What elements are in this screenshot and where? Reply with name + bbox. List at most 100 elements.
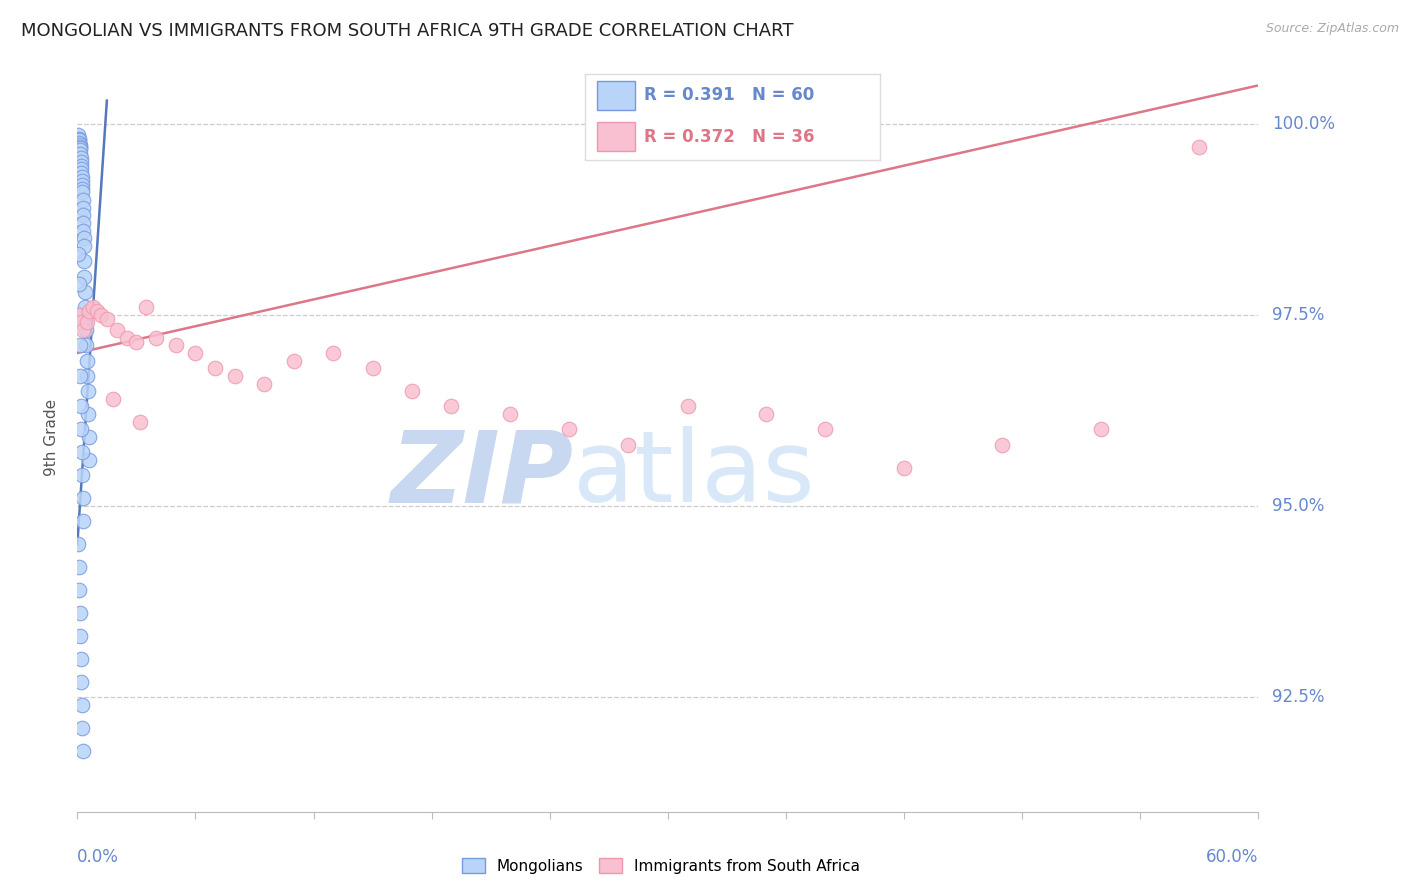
Point (72, 231, 94, 245)
Point (70, 468, 93, 483)
Y-axis label: 9th Grade: 9th Grade (44, 399, 59, 475)
Point (67, 582, 90, 597)
Point (1188, 139, 1211, 153)
Point (72, 514, 94, 528)
Point (70, 422, 93, 436)
Point (76, 384, 98, 399)
Point (67, 136, 90, 150)
Point (67, 308, 90, 322)
Point (558, 422, 581, 436)
Point (125, 334, 148, 349)
Text: 95.0%: 95.0% (1272, 497, 1324, 515)
Point (75, 323, 97, 337)
Point (893, 460, 915, 475)
Point (82, 300, 104, 314)
Point (73, 254, 96, 268)
Point (70, 166, 93, 180)
Point (69, 141, 91, 155)
Point (70, 698, 93, 712)
Point (70, 154, 93, 169)
Point (617, 438, 640, 452)
Point (76, 315, 98, 329)
Point (70, 674, 93, 689)
Point (401, 384, 423, 399)
Point (72, 193, 94, 207)
Point (145, 331, 167, 345)
Text: R = 0.372   N = 36: R = 0.372 N = 36 (644, 128, 814, 145)
Point (70, 186, 93, 200)
Point (70, 721, 93, 735)
Point (67, 308, 90, 322)
Point (115, 331, 138, 345)
Point (86, 304, 108, 318)
Point (69, 144, 91, 158)
Point (73, 269, 96, 284)
Point (67, 277, 90, 292)
Point (96, 311, 118, 326)
Point (70, 162, 93, 177)
Point (105, 323, 128, 337)
Text: 0.0%: 0.0% (77, 847, 120, 866)
Point (75, 308, 97, 322)
Point (67, 128, 90, 142)
Text: R = 0.391   N = 60: R = 0.391 N = 60 (644, 87, 814, 104)
Point (165, 338, 187, 352)
Point (67, 560, 90, 574)
Point (253, 376, 276, 391)
Point (70, 151, 93, 165)
Point (1090, 422, 1112, 436)
Point (72, 216, 94, 230)
Text: 60.0%: 60.0% (1206, 847, 1258, 866)
Point (755, 407, 778, 421)
Point (70, 174, 93, 188)
Point (72, 208, 94, 222)
Point (77, 453, 100, 467)
Text: 92.5%: 92.5% (1272, 688, 1324, 706)
Point (67, 246, 90, 260)
Point (67, 537, 90, 551)
Text: atlas: atlas (574, 426, 815, 523)
Point (814, 422, 837, 436)
Point (69, 368, 91, 383)
Point (90, 308, 112, 322)
Point (67, 133, 90, 147)
Point (70, 170, 93, 185)
Point (69, 606, 91, 620)
Point (69, 139, 91, 153)
Point (101, 392, 124, 406)
Point (322, 346, 344, 360)
Point (70, 181, 93, 195)
Legend: Mongolians, Immigrants from South Africa: Mongolians, Immigrants from South Africa (456, 852, 866, 880)
Point (77, 430, 100, 444)
Point (283, 353, 305, 368)
Point (76, 353, 98, 368)
Bar (598, 122, 636, 152)
Point (135, 300, 157, 314)
Point (75, 300, 97, 314)
Text: Source: ZipAtlas.com: Source: ZipAtlas.com (1265, 22, 1399, 36)
Point (70, 178, 93, 192)
Point (129, 415, 152, 429)
Point (499, 407, 522, 421)
Point (76, 368, 98, 383)
Bar (598, 80, 636, 110)
Point (72, 201, 94, 215)
Point (676, 400, 699, 414)
Point (69, 138, 91, 153)
Text: ZIP: ZIP (391, 426, 574, 523)
Point (361, 361, 384, 376)
Point (224, 368, 246, 383)
Point (70, 652, 93, 666)
Point (70, 315, 93, 329)
Point (77, 304, 100, 318)
Point (70, 159, 93, 173)
Point (67, 132, 90, 146)
Point (69, 147, 91, 161)
Point (69, 629, 91, 643)
Text: 97.5%: 97.5% (1272, 306, 1324, 324)
Point (991, 438, 1014, 452)
Point (70, 445, 93, 459)
Point (75, 338, 97, 352)
Point (77, 407, 100, 421)
Point (440, 400, 463, 414)
